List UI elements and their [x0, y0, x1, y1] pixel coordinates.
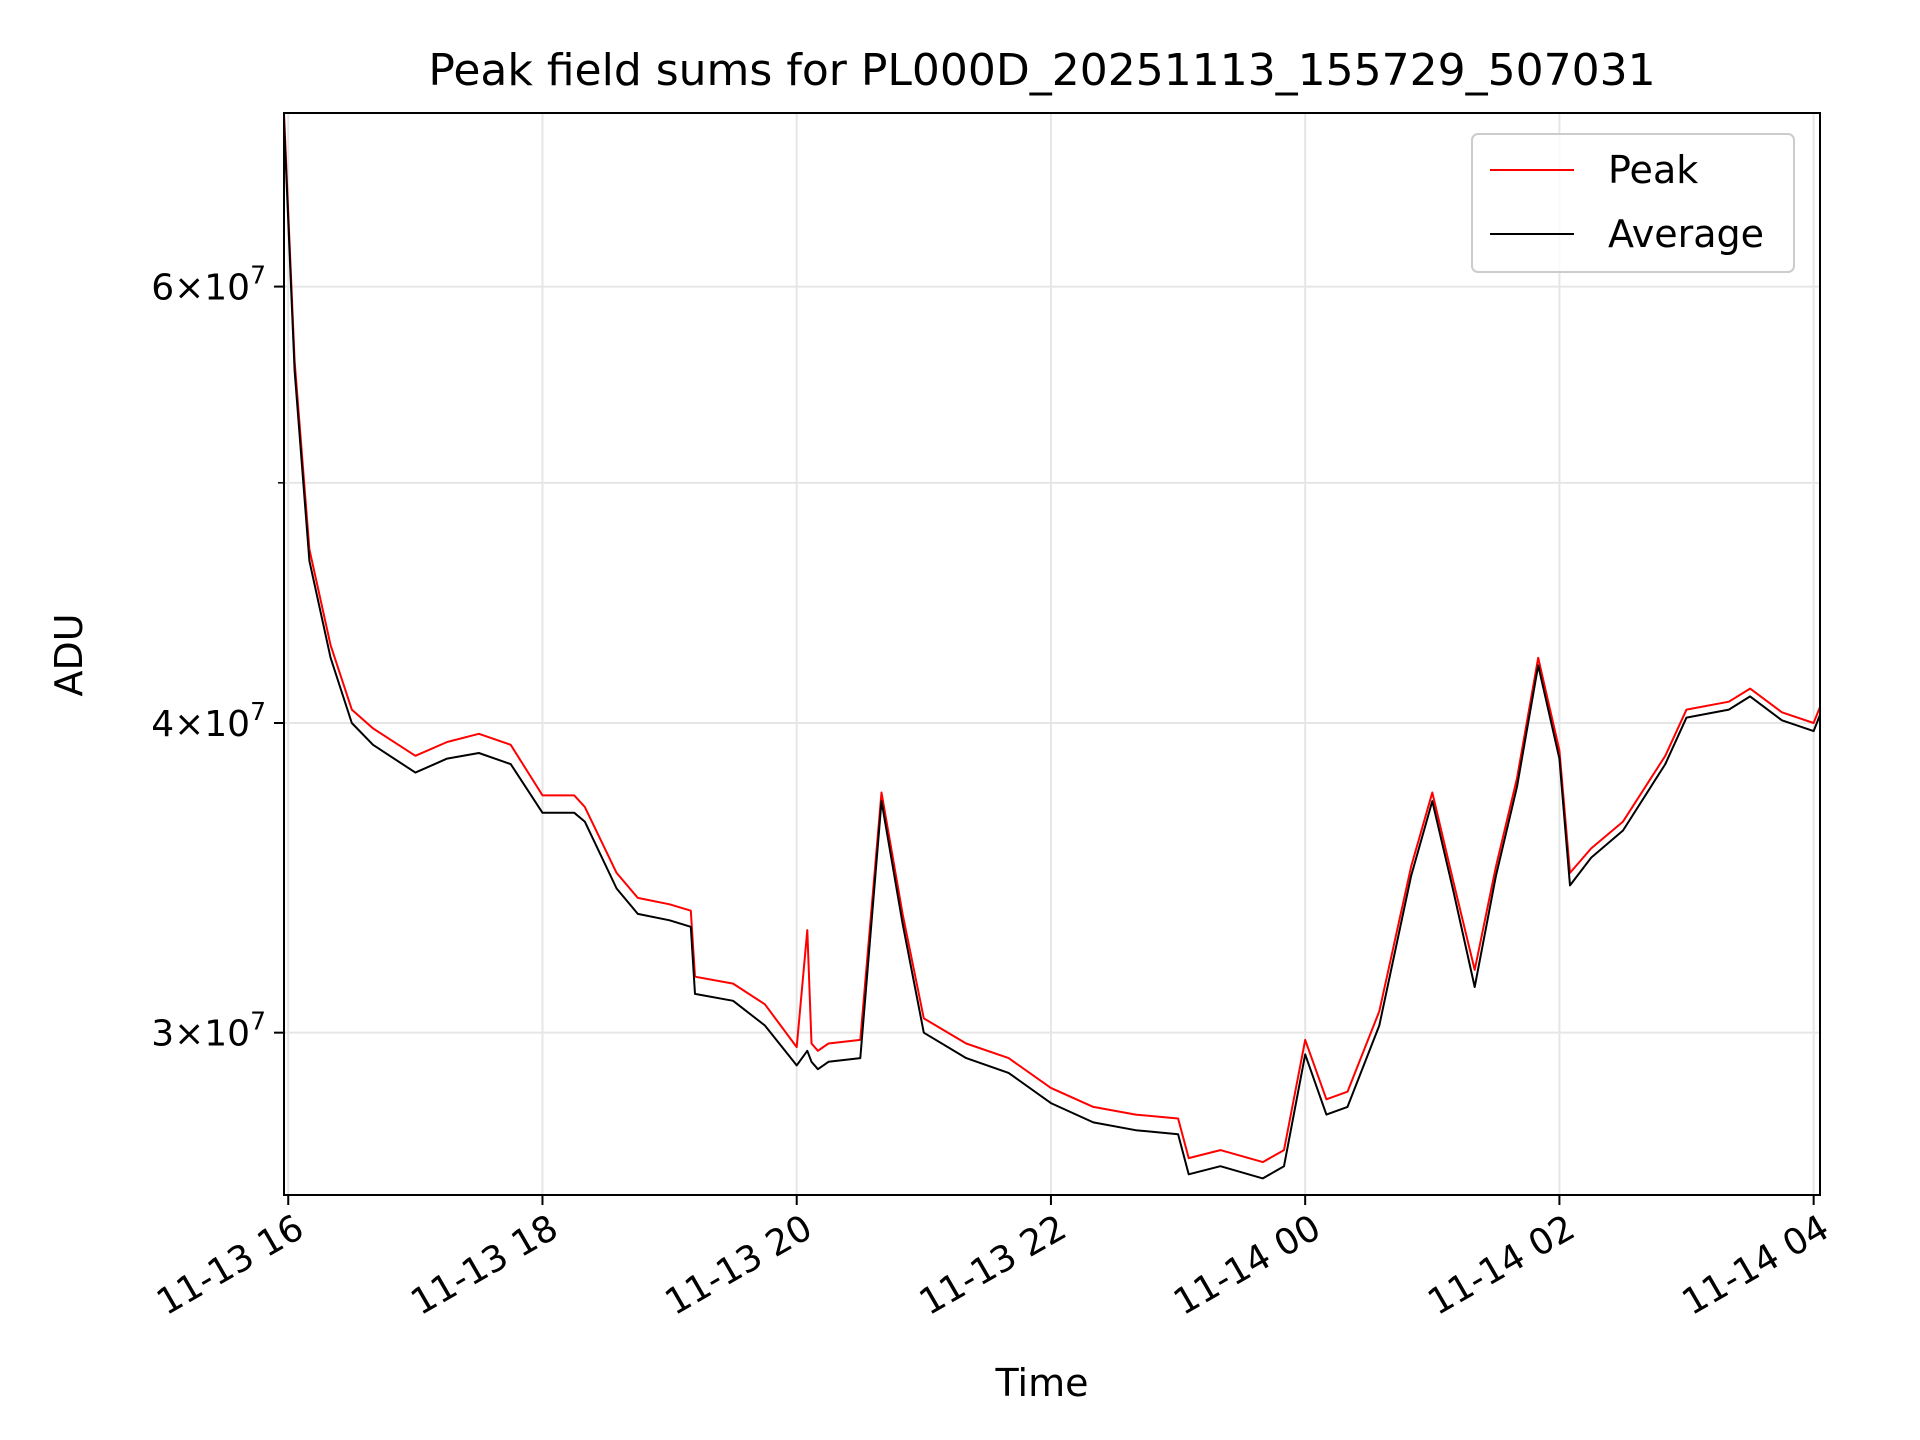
y-tick-label: 6×107 [151, 261, 266, 309]
series-layer [283, 112, 1821, 1180]
plot-frame [283, 112, 1821, 1196]
y-axis-label: ADU [47, 613, 91, 696]
grid [284, 113, 1820, 1195]
y-axis: 3×107 4×107 6×107 [151, 261, 284, 1055]
x-axis-label: Time [995, 1361, 1089, 1405]
series-line-peak [283, 112, 1821, 1164]
chart-title: Peak field sums for PL000D_20251113_1557… [428, 45, 1655, 96]
legend: Peak Average [1471, 133, 1795, 273]
series-line-average [283, 120, 1821, 1180]
y-tick-label: 4×107 [151, 697, 266, 745]
legend-box [1471, 133, 1795, 273]
legend-label-average: Average [1608, 212, 1764, 256]
legend-label-peak: Peak [1608, 148, 1698, 192]
y-tick-label: 3×107 [151, 1007, 266, 1055]
